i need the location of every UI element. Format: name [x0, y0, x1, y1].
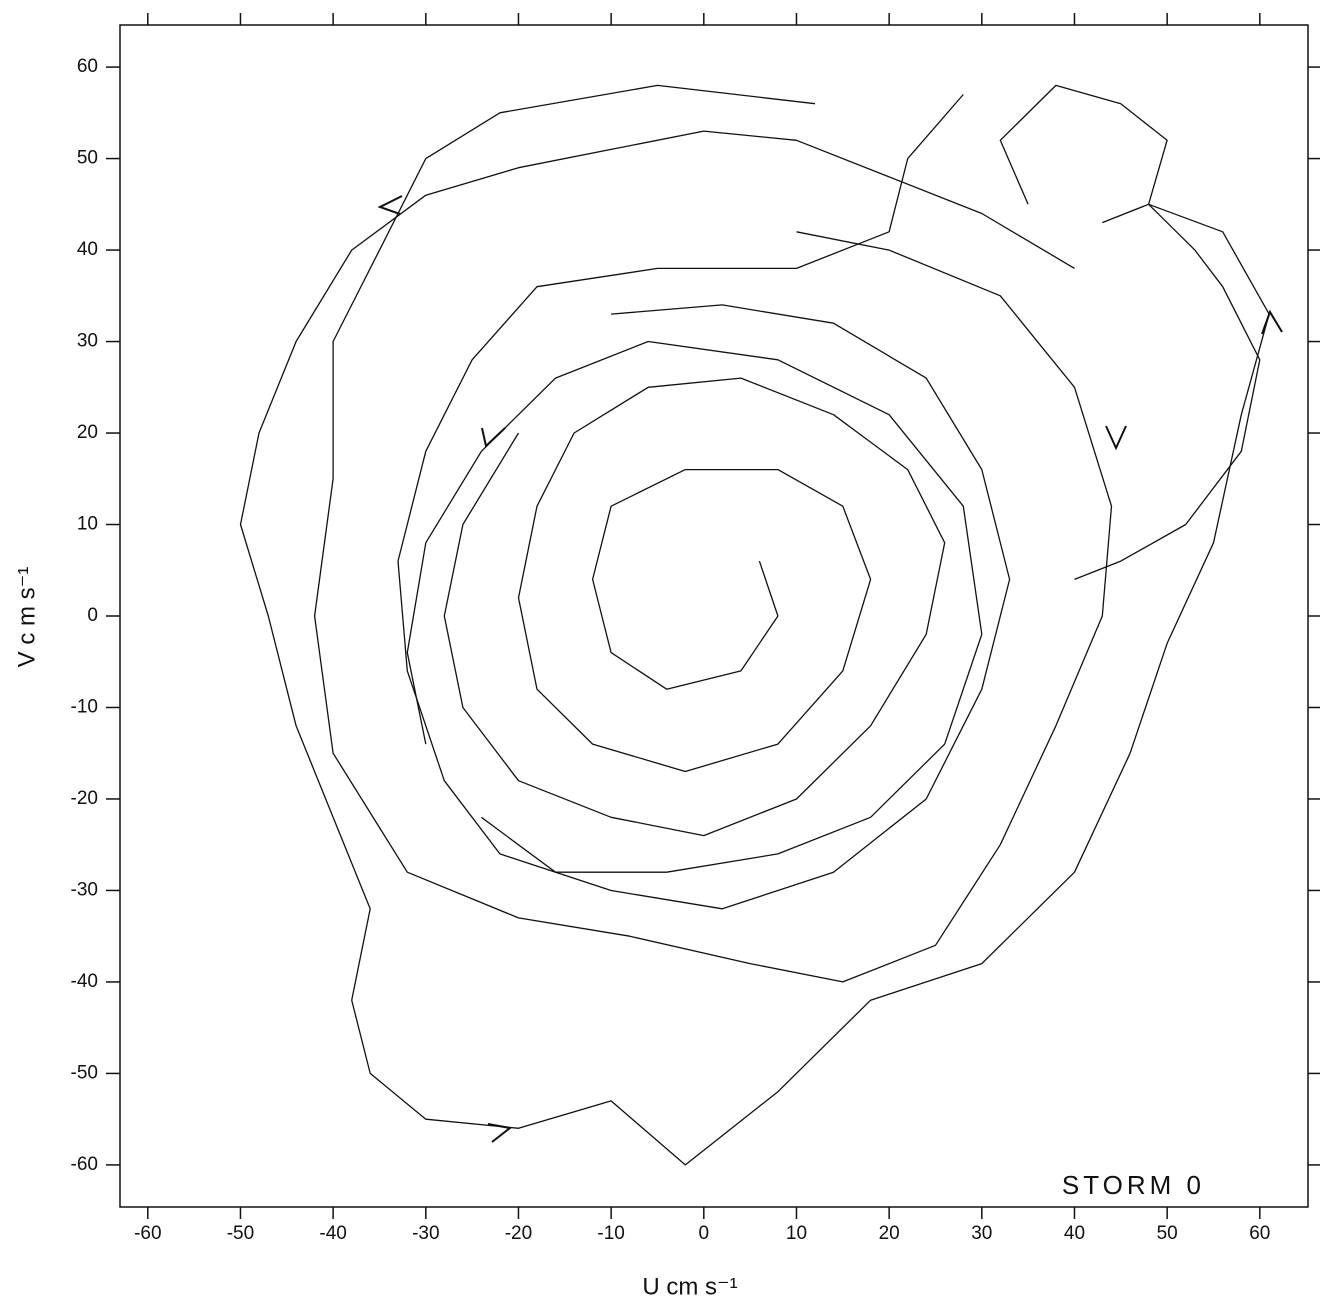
axes: [106, 13, 1320, 1219]
y-tick-label: 40: [77, 239, 98, 260]
trace: [313, 84, 1113, 983]
x-tick-label: -20: [505, 1223, 532, 1244]
annotation: STORM 0: [1062, 1170, 1205, 1200]
y-tick-label: 50: [77, 148, 98, 169]
plot-frame: [119, 24, 1309, 1208]
x-tick-label: -50: [227, 1223, 254, 1244]
x-tick-label: 60: [1249, 1223, 1270, 1244]
arrow: [377, 195, 403, 215]
x-tick-label: -60: [134, 1223, 161, 1244]
x-axis-label: U cm s⁻¹: [642, 1273, 737, 1300]
x-tick-label: 30: [971, 1223, 992, 1244]
trace: [443, 377, 946, 837]
arrow: [1261, 309, 1283, 335]
y-tick-label: 20: [77, 422, 98, 443]
y-tick-label: 60: [77, 56, 98, 77]
y-tick-label: -30: [71, 879, 98, 900]
x-tick-label: 10: [786, 1223, 807, 1244]
x-tick-label: 50: [1157, 1223, 1178, 1244]
y-tick-label: -50: [71, 1062, 98, 1083]
arrow: [1105, 425, 1127, 451]
y-tick-label: -40: [71, 971, 98, 992]
y-tick-label: 0: [87, 605, 98, 626]
x-tick-label: 40: [1064, 1223, 1085, 1244]
x-tick-label: -10: [597, 1223, 624, 1244]
y-tick-label: -10: [71, 697, 98, 718]
y-tick-label: 30: [77, 331, 98, 352]
x-tick-label: 0: [699, 1223, 710, 1244]
trace: [239, 130, 1270, 1166]
trace: [397, 94, 1011, 910]
y-tick-label: -20: [71, 788, 98, 809]
y-tick-label: -60: [71, 1154, 98, 1175]
trace: [999, 84, 1261, 581]
y-tick-label: 10: [77, 514, 98, 535]
x-tick-label: -30: [412, 1223, 439, 1244]
trace: [406, 340, 983, 873]
x-tick-label: 20: [879, 1223, 900, 1244]
x-tick-label: -40: [319, 1223, 346, 1244]
y-axis-label: V c m s⁻¹: [13, 567, 40, 668]
direction-arrows: [377, 195, 1283, 1143]
